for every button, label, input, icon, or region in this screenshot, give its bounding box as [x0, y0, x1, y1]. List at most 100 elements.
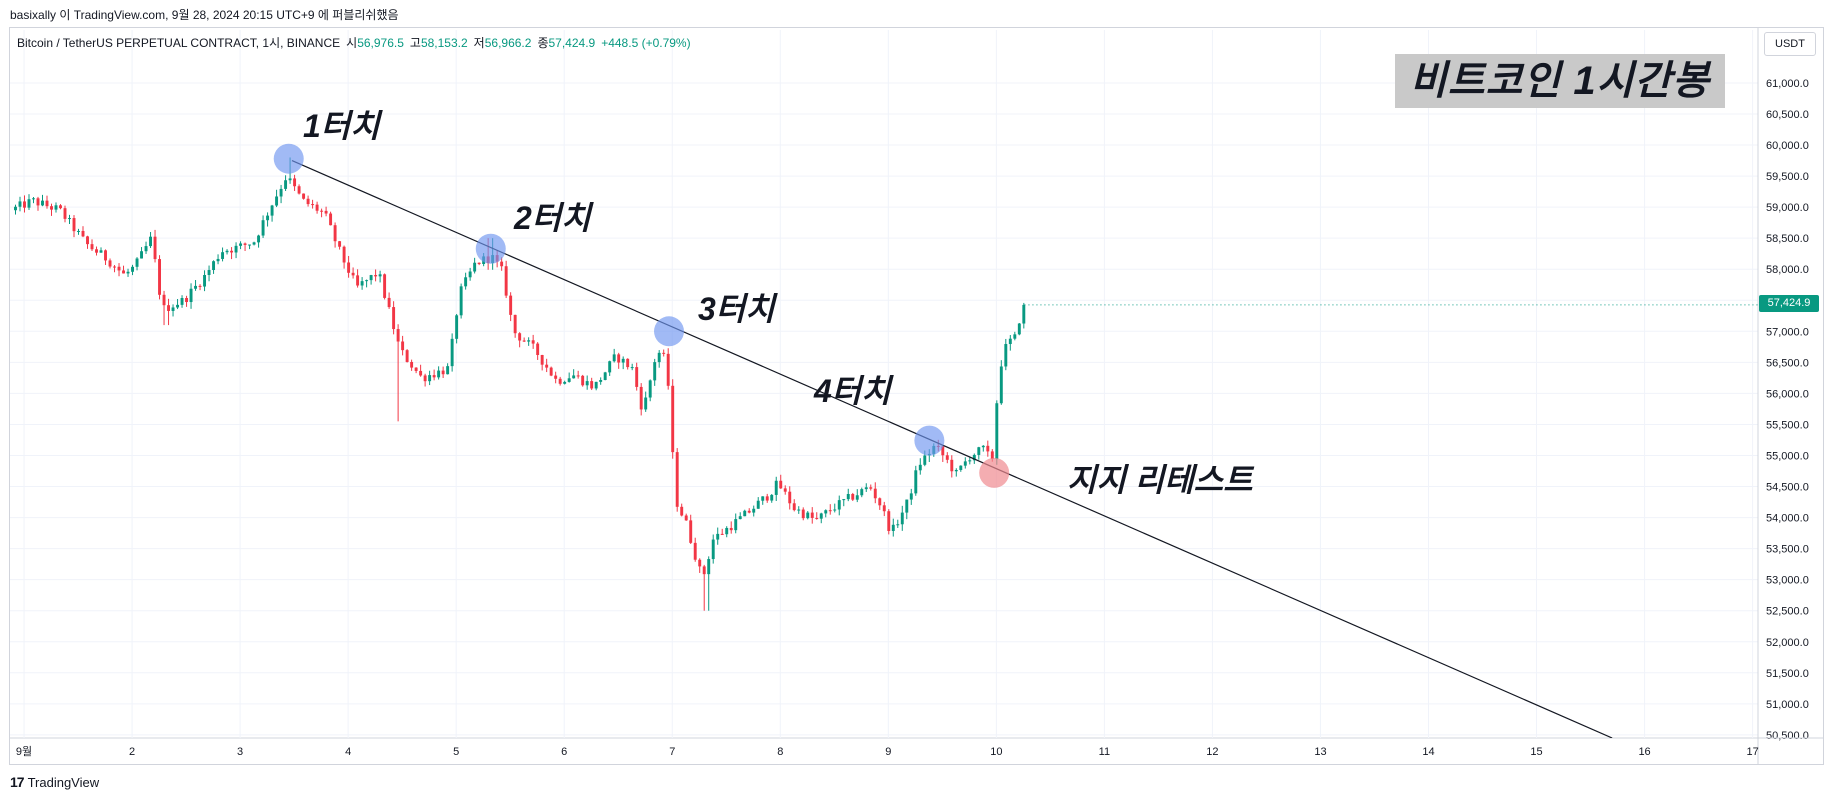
x-tick-label: 9 — [885, 746, 891, 758]
retest-label: 지지 리테스트 — [1067, 462, 1253, 498]
candle-body — [878, 498, 882, 506]
x-tick-label: 7 — [669, 746, 675, 758]
symbol-legend: Bitcoin / TetherUS PERPETUAL CONTRACT, 1… — [17, 34, 697, 51]
high-value: 58,153.2 — [420, 36, 468, 50]
candle-body — [50, 206, 53, 210]
candle-body — [675, 452, 679, 507]
candle-body — [540, 355, 544, 365]
candle-body — [248, 244, 252, 246]
touch-marker-4[interactable] — [914, 425, 945, 456]
candle-body — [162, 294, 166, 306]
retest-marker[interactable] — [979, 457, 1010, 488]
candle-body — [945, 455, 949, 460]
close-value: 57,424.9 — [548, 36, 596, 50]
y-tick-label: 52,500.0 — [1766, 606, 1809, 618]
candle-body — [500, 261, 504, 267]
candle-body — [527, 340, 531, 342]
touch-marker-2[interactable] — [475, 233, 506, 264]
open-value: 56,976.5 — [357, 36, 404, 50]
candle-body — [711, 539, 715, 560]
candle-body — [720, 533, 724, 535]
resistance-trendline[interactable] — [291, 160, 1613, 738]
candle-body — [896, 524, 900, 526]
candle-body — [36, 198, 40, 206]
candle-body — [918, 464, 922, 471]
candle-body — [680, 506, 684, 516]
candle-body — [234, 245, 238, 253]
candle-body — [986, 445, 990, 452]
candle-body — [473, 262, 477, 272]
candle-body — [716, 533, 720, 540]
brand-name: TradingView — [27, 774, 100, 790]
candle-body — [671, 385, 675, 453]
candle-body — [387, 297, 391, 308]
candle-body — [392, 307, 396, 330]
candle-body — [54, 205, 58, 210]
candle-body — [806, 512, 810, 519]
candle-body — [356, 275, 360, 286]
currency-unit-button[interactable]: USDT — [1764, 32, 1816, 56]
candle-body — [378, 274, 382, 277]
candle-body — [266, 215, 270, 221]
candle-body — [639, 386, 643, 410]
candle-body — [612, 354, 616, 362]
candle-body — [797, 509, 801, 511]
touch-marker-1[interactable] — [273, 143, 304, 174]
candle-body — [99, 250, 103, 253]
candle-body — [626, 358, 630, 368]
candle-body — [999, 366, 1003, 404]
candle-body — [284, 180, 288, 189]
y-tick-label: 59,000.0 — [1766, 202, 1809, 214]
candle-body — [275, 196, 279, 206]
candle-body — [815, 517, 819, 519]
candle-body — [513, 314, 517, 334]
candle-body — [18, 201, 22, 207]
candle-body — [239, 243, 243, 246]
candle-body — [288, 178, 292, 181]
candle-body — [360, 281, 364, 286]
candle-body — [698, 559, 702, 567]
candle-body — [167, 305, 171, 311]
symbol-name[interactable]: Bitcoin / TetherUS PERPETUAL CONTRACT, 1… — [17, 36, 341, 50]
candle-body — [522, 340, 526, 342]
touch-marker-3[interactable] — [654, 316, 685, 347]
candle-body — [563, 381, 567, 384]
candle-body — [252, 242, 256, 245]
y-tick-label: 57,000.0 — [1766, 326, 1809, 338]
candle-body — [549, 367, 553, 376]
candle-body — [144, 246, 148, 252]
candle-body — [351, 272, 355, 276]
candle-body — [693, 542, 697, 560]
y-tick-label: 55,000.0 — [1766, 450, 1809, 462]
x-tick-label: 17 — [1746, 746, 1758, 758]
candle-body — [212, 261, 216, 271]
candle-body — [1004, 344, 1008, 367]
candle-body — [743, 510, 747, 517]
candle-body — [941, 446, 945, 456]
candle-body — [230, 250, 234, 253]
candle-body — [63, 208, 67, 219]
candle-body — [729, 527, 733, 531]
footer-brand[interactable]: 17 TradingView — [10, 774, 99, 790]
chart-frame — [9, 27, 1824, 765]
candle-body — [828, 510, 832, 512]
candle-body — [887, 511, 891, 531]
candle-body — [374, 275, 378, 277]
y-tick-label: 58,500.0 — [1766, 233, 1809, 245]
candle-body — [149, 236, 152, 247]
candle-body — [824, 510, 828, 514]
candle-body — [891, 524, 895, 531]
y-tick-label: 50,500.0 — [1766, 730, 1809, 742]
candle-body — [869, 487, 873, 489]
candle-body — [383, 274, 387, 298]
candle-body — [437, 370, 441, 378]
candle-body — [707, 559, 711, 575]
x-tick-label: 14 — [1422, 746, 1434, 758]
candle-body — [621, 358, 625, 363]
candle-body — [419, 370, 423, 376]
candle-body — [1008, 338, 1012, 345]
x-tick-label: 15 — [1530, 746, 1542, 758]
candle-body — [981, 445, 985, 448]
candle-body — [963, 461, 967, 466]
